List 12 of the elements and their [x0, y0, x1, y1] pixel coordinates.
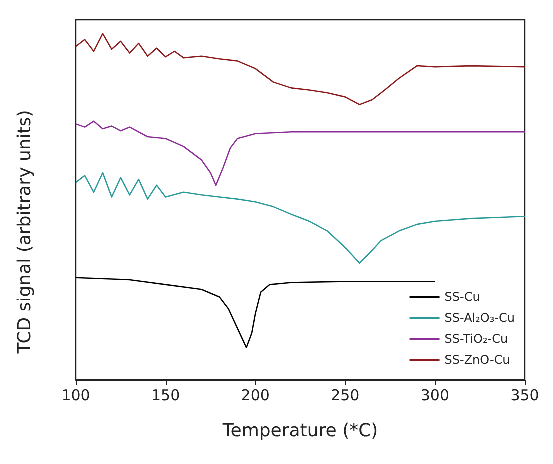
x-tick-label: 200 [241, 386, 270, 404]
legend-label: SS-ZnO-Cu [444, 353, 510, 367]
x-tick-label: 250 [331, 386, 360, 404]
legend-label: SS-Al₂O₃-Cu [444, 311, 516, 325]
legend-label: SS-TiO₂-Cu [444, 332, 508, 346]
x-axis-title: Temperature (*C) [222, 420, 378, 442]
legend-label: SS-Cu [444, 290, 480, 304]
x-tick-label: 100 [62, 386, 90, 404]
x-tick-label: 150 [151, 386, 180, 404]
x-tick-label: 300 [420, 386, 450, 404]
x-tick-label: 350 [510, 386, 540, 404]
y-axis-title: TCD signal (arbitrary units) [14, 110, 36, 355]
